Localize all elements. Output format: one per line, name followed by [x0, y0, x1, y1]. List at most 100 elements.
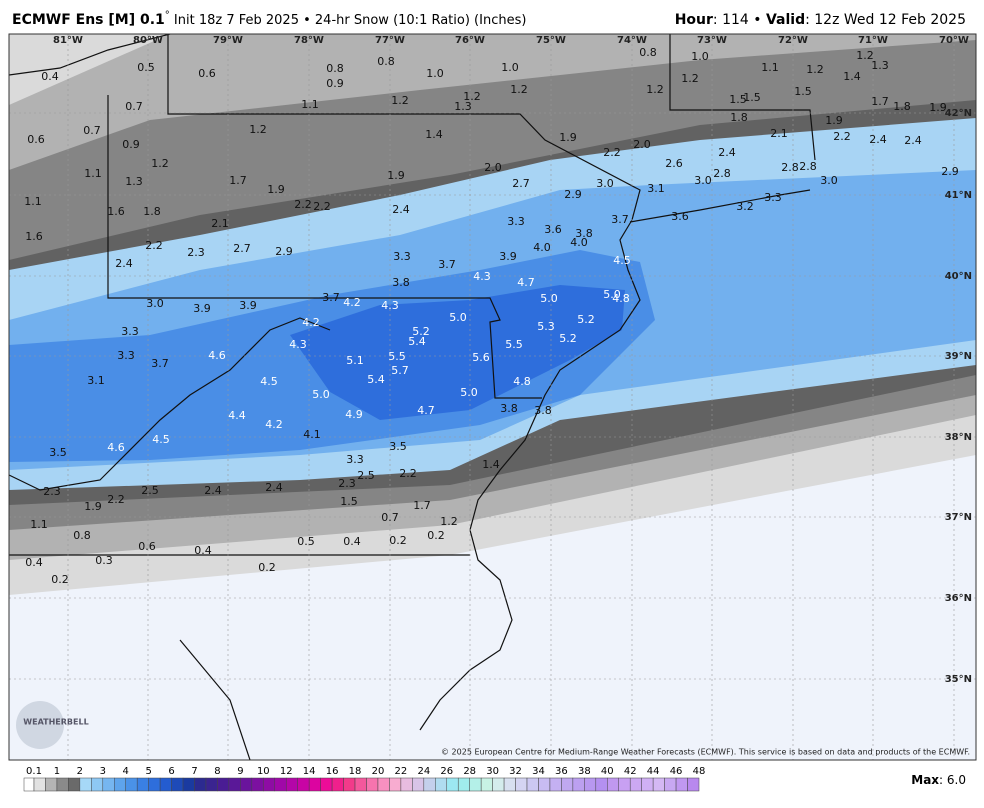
latitude-label: 41°N — [945, 190, 972, 201]
legend-label: 9 — [237, 766, 243, 777]
snow-label: 2.7 — [233, 242, 251, 255]
snow-label: 1.9 — [559, 131, 577, 144]
valid-key: Valid — [766, 12, 805, 28]
legend-swatch — [205, 777, 218, 792]
coastline — [419, 219, 641, 731]
legend-swatch — [549, 777, 562, 792]
nc-sc-border — [179, 639, 251, 760]
snow-label: 5.4 — [367, 373, 385, 386]
legend-label: 28 — [463, 766, 476, 777]
legend-swatch — [263, 777, 276, 792]
snow-label: 5.1 — [346, 354, 364, 367]
snow-label: 3.0 — [596, 177, 614, 190]
max-value: : 6.0 — [939, 773, 966, 787]
snow-label: 0.6 — [138, 540, 156, 553]
map-frame — [8, 33, 977, 761]
snow-label: 5.6 — [472, 351, 490, 364]
snow-label: 5.5 — [505, 338, 523, 351]
snow-label: 5.2 — [412, 325, 430, 338]
legend-swatch — [675, 777, 688, 792]
legend-label: 36 — [555, 766, 568, 777]
snow-label: 0.6 — [27, 133, 45, 146]
legend-swatch — [136, 777, 149, 792]
snow-label: 3.9 — [193, 302, 211, 315]
snow-label: 2.4 — [115, 257, 133, 270]
snow-label: 1.6 — [107, 205, 125, 218]
legend-swatch — [618, 777, 631, 792]
snow-label: 1.2 — [646, 83, 664, 96]
snow-label: 0.5 — [137, 61, 155, 74]
snow-label: 2.4 — [204, 484, 222, 497]
legend-label: 3 — [100, 766, 106, 777]
snow-label: 2.5 — [357, 469, 375, 482]
legend-swatch — [228, 777, 241, 792]
snow-label: 2.8 — [799, 160, 817, 173]
latitude-label: 38°N — [945, 432, 972, 443]
legend-label: 10 — [257, 766, 270, 777]
snow-label: 2.2 — [313, 200, 331, 213]
legend-swatch — [469, 777, 482, 792]
legend-swatch — [457, 777, 470, 792]
snow-label: 3.7 — [438, 258, 456, 271]
snow-label: 3.6 — [544, 223, 562, 236]
longitude-label: 71°W — [858, 35, 888, 46]
snow-label: 0.4 — [25, 556, 43, 569]
longitude-label: 70°W — [939, 35, 969, 46]
snow-label: 3.8 — [500, 402, 518, 415]
snow-label: 1.7 — [229, 174, 247, 187]
hour-value: : 114 • — [713, 12, 766, 28]
snow-label: 3.8 — [534, 404, 552, 417]
snow-label: 4.7 — [417, 404, 435, 417]
snow-label: 2.3 — [43, 485, 61, 498]
max: Max: 6.0 — [911, 773, 966, 787]
snow-label: 4.7 — [517, 276, 535, 289]
snow-label: 1.2 — [391, 94, 409, 107]
legend-swatch — [584, 777, 597, 792]
legend-label: 5 — [145, 766, 151, 777]
snow-label: 2.9 — [564, 188, 582, 201]
long-island — [629, 189, 811, 223]
snow-label: 4.1 — [303, 428, 321, 441]
legend-label: 12 — [280, 766, 293, 777]
snow-label: 3.0 — [820, 174, 838, 187]
pa-md-border — [107, 95, 542, 399]
legend-label: 8 — [214, 766, 220, 777]
legend-label: 40 — [601, 766, 614, 777]
snow-label: 1.7 — [413, 499, 431, 512]
snow-label: 3.0 — [146, 297, 164, 310]
legend-label: 4 — [123, 766, 129, 777]
ny-pa-border — [167, 34, 641, 221]
snow-label: 1.0 — [691, 50, 709, 63]
snow-label: 0.9 — [122, 138, 140, 151]
snow-label: 5.7 — [391, 364, 409, 377]
legend-swatch — [435, 777, 448, 792]
snow-label: 2.1 — [211, 217, 229, 230]
legend-label: 34 — [532, 766, 545, 777]
legend-swatch — [251, 777, 264, 792]
snow-label: 1.1 — [84, 167, 102, 180]
latitude-label: 40°N — [945, 271, 972, 282]
snow-label: 0.8 — [639, 46, 657, 59]
snow-label: 1.7 — [871, 95, 889, 108]
snow-label: 4.6 — [107, 441, 125, 454]
legend-label: 14 — [303, 766, 316, 777]
snow-label: 0.7 — [83, 124, 101, 137]
snow-label: 4.5 — [152, 433, 170, 446]
snow-label: 1.2 — [856, 49, 874, 62]
snow-label: 1.2 — [440, 515, 458, 528]
snow-label: 4.8 — [513, 375, 531, 388]
snow-label: 3.7 — [322, 291, 340, 304]
snow-label: 4.3 — [381, 299, 399, 312]
snow-label: 2.0 — [633, 138, 651, 151]
longitude-label: 73°W — [697, 35, 727, 46]
snow-label: 0.4 — [41, 70, 59, 83]
legend-label: 6 — [168, 766, 174, 777]
longitude-label: 81°W — [53, 35, 83, 46]
snow-label: 4.2 — [302, 316, 320, 329]
hour-key: Hour — [675, 12, 713, 28]
ne-borders — [669, 34, 816, 161]
valid-value: : 12z Wed 12 Feb 2025 — [805, 12, 966, 28]
snow-label: 2.2 — [399, 467, 417, 480]
